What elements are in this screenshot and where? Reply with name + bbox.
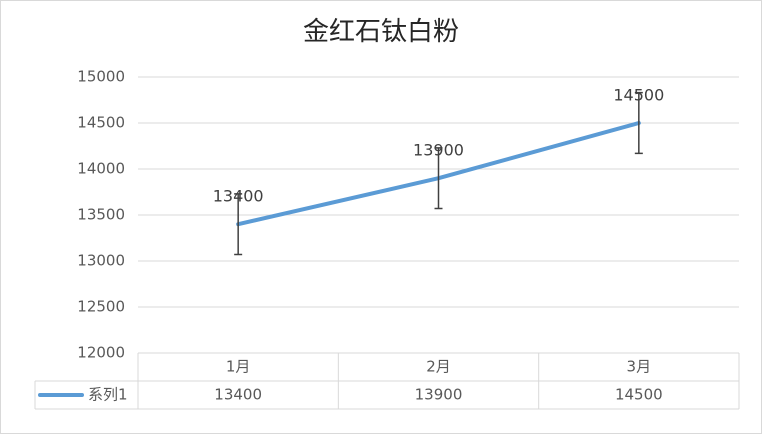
y-tick-label: 15000 bbox=[77, 68, 125, 86]
y-tick-label: 12000 bbox=[77, 344, 125, 362]
y-tick-label: 12500 bbox=[77, 298, 125, 316]
error-bar bbox=[434, 147, 443, 210]
table-value: 13400 bbox=[214, 386, 262, 404]
x-tick-label: 3月 bbox=[627, 358, 652, 376]
chart-title: 金红石钛白粉 bbox=[303, 17, 459, 47]
legend-label: 系列1 bbox=[88, 386, 128, 404]
error-bar bbox=[234, 193, 243, 256]
data-label: 14500 bbox=[613, 86, 664, 105]
x-tick-label: 2月 bbox=[426, 358, 451, 376]
error-bar bbox=[634, 91, 643, 155]
y-tick-label: 13500 bbox=[77, 206, 125, 224]
table-value: 13900 bbox=[415, 386, 463, 404]
table-value: 14500 bbox=[615, 386, 663, 404]
y-tick-label: 14500 bbox=[77, 114, 125, 132]
y-tick-label: 13000 bbox=[77, 252, 125, 270]
data-label: 13900 bbox=[413, 141, 464, 160]
x-tick-label: 1月 bbox=[226, 358, 251, 376]
y-tick-label: 14000 bbox=[77, 160, 125, 178]
data-label: 13400 bbox=[213, 187, 264, 206]
